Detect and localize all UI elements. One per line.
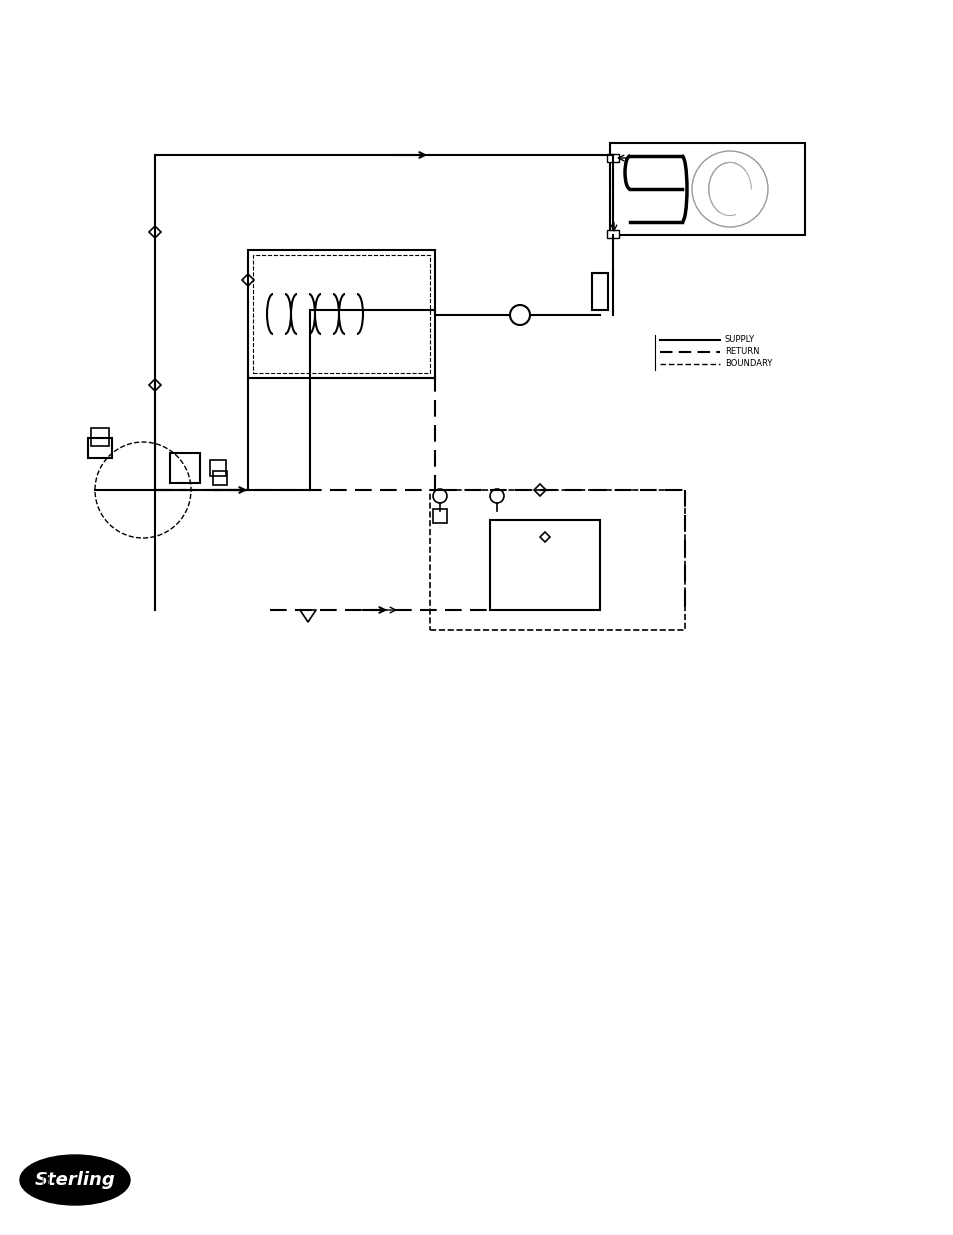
Bar (253, 254, 430, 373)
Bar (606, 154, 618, 162)
Text: Sterling: Sterling (34, 1171, 115, 1189)
Bar (170, 453, 200, 483)
Text: 🔥: 🔥 (41, 1173, 50, 1187)
Bar (88, 438, 112, 458)
Bar (606, 230, 618, 238)
Bar (433, 509, 447, 522)
Bar (609, 143, 804, 235)
Text: SUPPLY: SUPPLY (724, 336, 755, 345)
Bar (592, 273, 607, 310)
Text: RETURN: RETURN (724, 347, 759, 357)
Ellipse shape (20, 1155, 130, 1205)
Bar (430, 490, 684, 630)
Text: BOUNDARY: BOUNDARY (724, 359, 772, 368)
Bar (213, 471, 227, 485)
Bar (490, 520, 599, 610)
Bar (210, 459, 226, 475)
Bar (248, 249, 435, 378)
Bar (91, 429, 109, 446)
